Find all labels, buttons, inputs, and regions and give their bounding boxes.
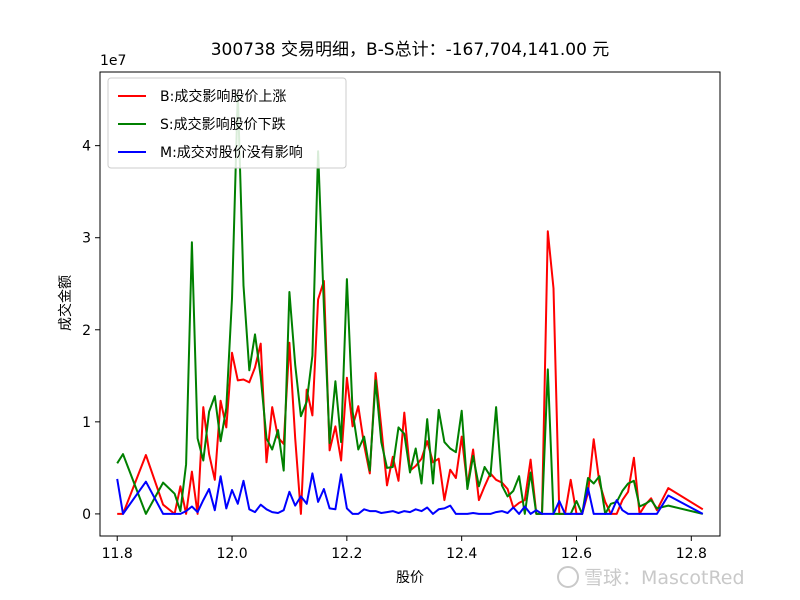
x-tick-label: 12.0 [216,546,247,562]
watermark-text: 雪球：MascotRed [584,567,745,589]
legend-label: B:成交影响股价上涨 [160,88,286,105]
y-tick-label: 3 [82,231,91,247]
y-axis-title: 成交金额 [57,275,74,331]
x-tick-label: 11.8 [102,546,133,562]
x-tick-label: 12.6 [561,546,592,562]
plot-area: 11.8 12.0 12.2 12.4 12.6 12.8 0 1 2 3 4 [82,71,721,562]
legend-label: S:成交影响股价下跌 [160,116,286,133]
y-tick-label: 1 [82,415,91,431]
y-exponent-label: 1e7 [100,53,126,69]
x-tick-label: 12.8 [676,546,707,562]
x-tick-label: 12.4 [446,546,477,562]
watermark: 雪球：MascotRed [557,566,745,589]
x-axis-title: 股价 [396,570,424,586]
legend-label: M:成交对股价没有影响 [160,144,303,161]
x-tick-label: 12.2 [331,546,362,562]
chart-title: 300738 交易明细，B-S总计：-167,704,141.00 元 [211,40,610,60]
y-tick-label: 0 [82,507,91,523]
legend: B:成交影响股价上涨 S:成交影响股价下跌 M:成交对股价没有影响 [107,77,347,169]
y-tick-label: 4 [82,139,91,155]
axes-frame [99,71,721,537]
legend-box [107,77,347,169]
y-tick-label: 2 [82,323,91,339]
series-line-3 [116,472,704,515]
xueqiu-logo-icon [557,566,579,588]
